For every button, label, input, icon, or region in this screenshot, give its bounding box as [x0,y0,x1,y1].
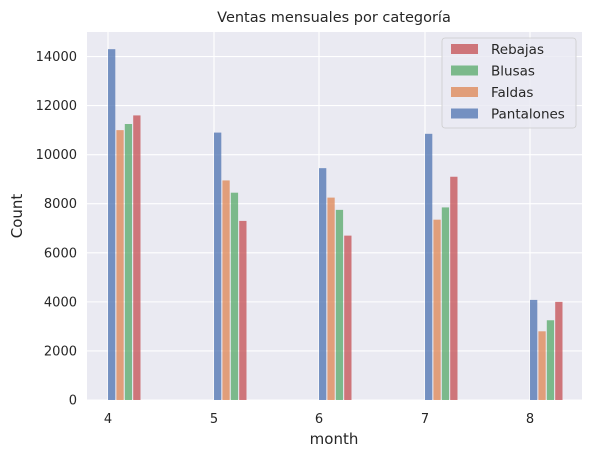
y-axis-label: Count [8,194,26,239]
bar-pantalones-4 [108,49,115,400]
bar-faldas-4 [116,130,123,400]
bar-pantalones-5 [214,133,221,400]
x-axis-label: month [310,430,359,448]
bar-pantalones-6 [319,168,326,400]
chart-title: Ventas mensuales por categoría [217,10,451,26]
bar-blusas-7 [442,207,449,400]
legend-swatch-rebajas [451,44,478,54]
x-tick-label: 8 [526,412,534,427]
bar-rebajas-7 [450,177,457,400]
y-tick-labels: 0 2000 4000 6000 8000 10000 12000 14000 [36,50,77,408]
bar-rebajas-6 [344,236,351,400]
legend-label-pantalones: Pantalones [491,107,565,123]
legend-swatch-pantalones [451,109,478,119]
bar-blusas-5 [231,193,238,400]
legend-label-rebajas: Rebajas [491,42,544,58]
y-tick-label: 8000 [44,197,77,212]
y-tick-label: 12000 [36,99,77,114]
legend-label-blusas: Blusas [491,64,535,80]
bar-faldas-5 [222,180,229,400]
legend-swatch-faldas [451,87,478,97]
legend-swatch-blusas [451,66,478,76]
x-tick-label: 4 [104,412,112,427]
y-tick-label: 14000 [36,50,77,65]
bar-pantalones-8 [530,300,537,400]
y-tick-label: 10000 [36,148,77,163]
legend-label-faldas: Faldas [491,85,533,101]
bar-blusas-6 [336,210,343,400]
bar-blusas-4 [125,124,132,400]
y-tick-label: 2000 [44,344,77,359]
bar-rebajas-8 [555,302,562,400]
legend: Rebajas Blusas Faldas Pantalones [442,38,576,128]
bar-rebajas-4 [133,115,140,400]
y-tick-label: 0 [69,394,77,409]
bar-faldas-8 [538,331,545,400]
x-tick-label: 7 [421,412,429,427]
bar-pantalones-7 [425,134,432,400]
y-tick-label: 6000 [44,246,77,261]
x-tick-label: 6 [315,412,323,427]
bar-faldas-6 [327,198,334,400]
x-tick-label: 5 [210,412,218,427]
y-tick-label: 4000 [44,295,77,310]
bar-faldas-7 [433,220,440,400]
x-tick-labels: 4 5 6 7 8 [104,412,534,427]
bar-rebajas-5 [239,221,246,400]
bar-blusas-8 [547,320,554,400]
